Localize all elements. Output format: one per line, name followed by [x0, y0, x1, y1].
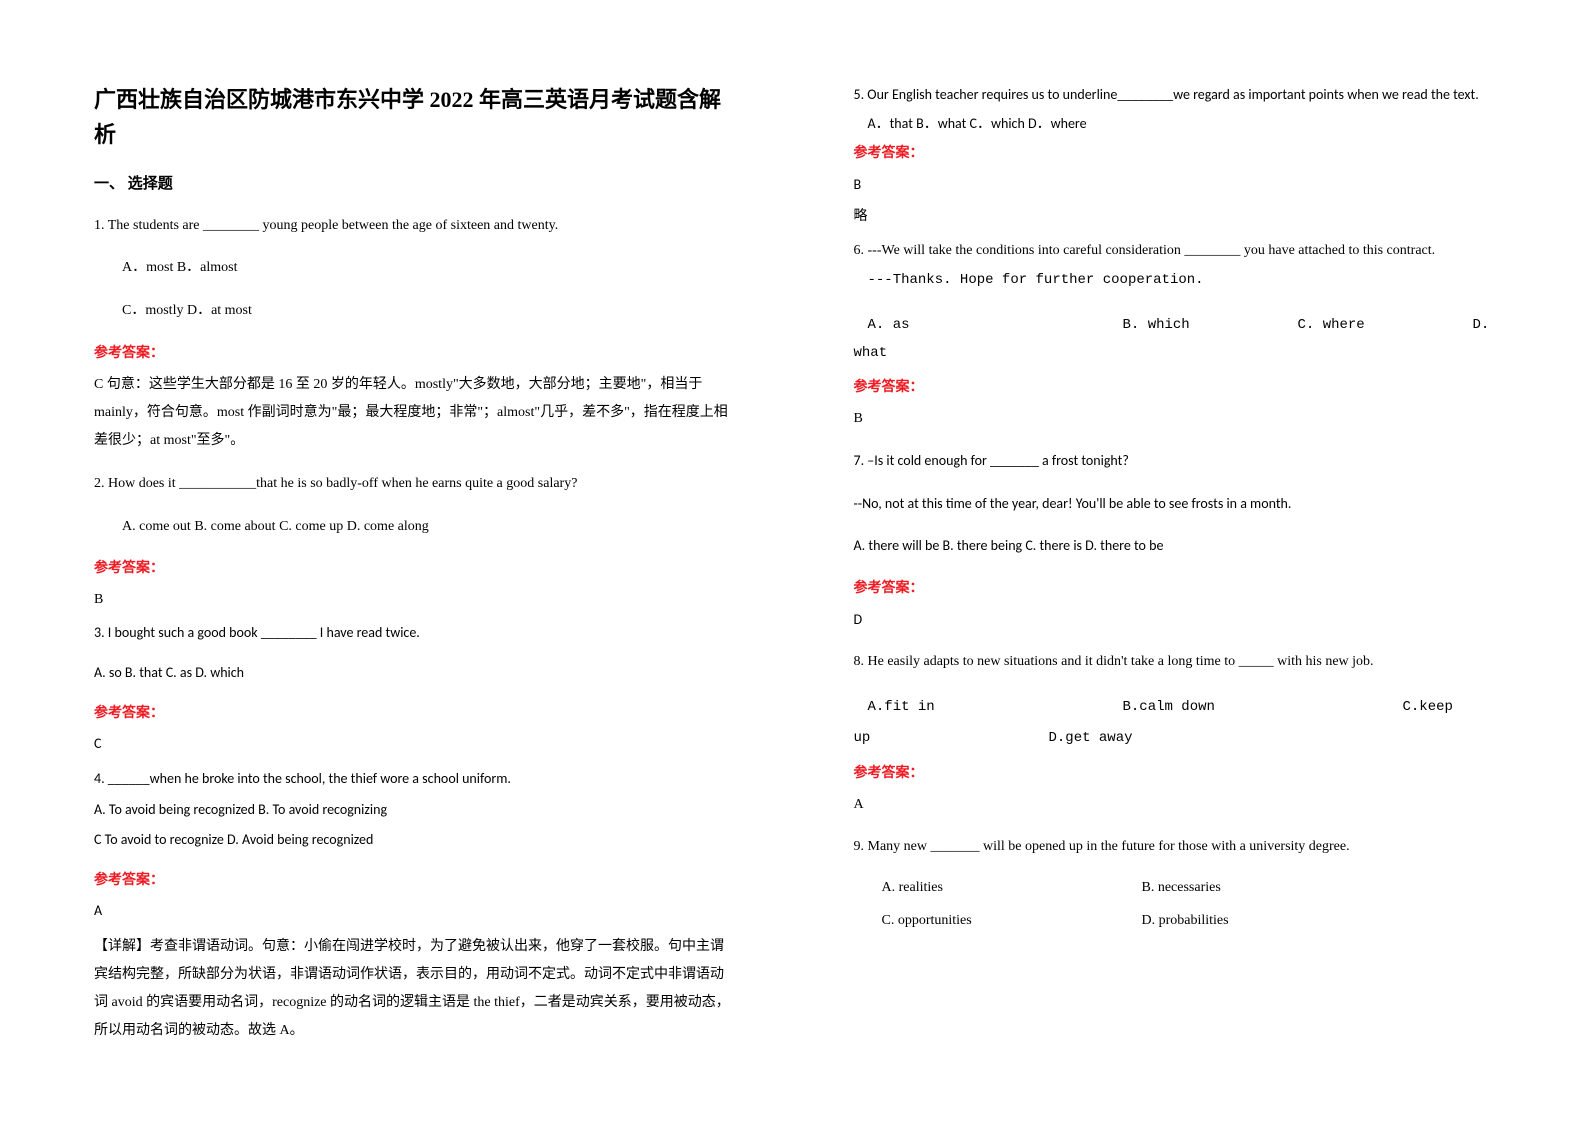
- q9-opt-c: C. opportunities: [882, 908, 1142, 935]
- q6-opt-d: D.: [1473, 310, 1490, 341]
- q9-opts-row2: C. opportunities D. probabilities: [854, 908, 1494, 935]
- q8-stem: 8. He easily adapts to new situations an…: [854, 649, 1494, 676]
- q6-stem: 6. ---We will take the conditions into c…: [854, 237, 1494, 265]
- q3-opts: A. so B. that C. as D. which: [94, 660, 734, 687]
- q1-opts-a: A．most B．almost: [94, 255, 734, 282]
- doc-title: 广西壮族自治区防城港市东兴中学 2022 年高三英语月考试题含解析: [94, 82, 734, 152]
- q1-answer: C 句意：这些学生大部分都是 16 至 20 岁的年轻人。mostly"大多数地…: [94, 371, 734, 455]
- q4-explanation: 【详解】考查非谓语动词。句意：小偷在闯进学校时，为了避免被认出来，他穿了一套校服…: [94, 933, 734, 1045]
- q7-stem: 7. –Is it cold enough for _______ a fros…: [854, 448, 1494, 475]
- q6-opt-a: A. as: [868, 310, 1123, 341]
- q6-answer: B: [854, 406, 1494, 433]
- q5-answer2: 略: [854, 204, 1494, 231]
- q8-opts-row2: up D.get away: [854, 723, 1494, 754]
- q3-answer-label: 参考答案：: [94, 701, 734, 728]
- q4-stem: 4. ______when he broke into the school, …: [94, 766, 734, 793]
- q8-opt-b: B.calm down: [1123, 692, 1403, 723]
- q7-answer: D: [854, 607, 1494, 634]
- q8-opts-row1: A.fit in B.calm down C.keep: [854, 692, 1494, 723]
- q8-answer: A: [854, 792, 1494, 819]
- q2-opts: A. come out B. come about C. come up D. …: [94, 514, 734, 541]
- q3-answer: C: [94, 731, 734, 758]
- q1-stem: 1. The students are ________ young peopl…: [94, 213, 734, 240]
- q5-answer: B: [854, 172, 1494, 199]
- q8-answer-label: 参考答案：: [854, 761, 1494, 788]
- q3-stem: 3. I bought such a good book ________ I …: [94, 620, 734, 647]
- q8-opt-a: A.fit in: [868, 692, 1123, 723]
- q1-answer-label: 参考答案：: [94, 341, 734, 368]
- q2-answer: B: [94, 587, 734, 614]
- right-column: 5. Our English teacher requires us to un…: [794, 82, 1587, 1051]
- q6-answer-label: 参考答案：: [854, 375, 1494, 402]
- page: 广西壮族自治区防城港市东兴中学 2022 年高三英语月考试题含解析 一、 选择题…: [0, 0, 1587, 1051]
- q8-opt-c2: up: [854, 723, 1049, 754]
- q5-answer-label: 参考答案：: [854, 141, 1494, 168]
- q6-opt-d2: what: [854, 340, 1494, 367]
- q6-opts-row: A. as B. which C. where D.: [854, 310, 1494, 341]
- q8-opt-c: C.keep: [1403, 692, 1453, 723]
- left-column: 广西壮族自治区防城港市东兴中学 2022 年高三英语月考试题含解析 一、 选择题…: [0, 82, 794, 1051]
- q6-opt-c: C. where: [1298, 310, 1473, 341]
- section-header: 一、 选择题: [94, 170, 734, 199]
- q9-opt-d: D. probabilities: [1142, 908, 1229, 935]
- q7-line2: --No, not at this time of the year, dear…: [854, 491, 1494, 518]
- q4-answer: A: [94, 898, 734, 925]
- q9-opt-a: A. realities: [882, 875, 1142, 902]
- q4-opts-b: C To avoid to recognize D. Avoid being r…: [94, 827, 734, 854]
- q5-stem: 5. Our English teacher requires us to un…: [854, 82, 1494, 109]
- q9-opt-b: B. necessaries: [1142, 875, 1221, 902]
- q7-answer-label: 参考答案：: [854, 576, 1494, 603]
- q2-answer-label: 参考答案：: [94, 556, 734, 583]
- q5-opts: A．that B．what C．which D．where: [854, 111, 1494, 138]
- q7-opts: A. there will be B. there being C. there…: [854, 533, 1494, 560]
- q9-stem: 9. Many new _______ will be opened up in…: [854, 834, 1494, 861]
- q6-opt-b: B. which: [1123, 310, 1298, 341]
- q8-opt-d: D.get away: [1049, 723, 1133, 754]
- q6-line2: ---Thanks. Hope for further cooperation.: [854, 267, 1494, 294]
- q9-opts-row1: A. realities B. necessaries: [854, 875, 1494, 902]
- q2-stem: 2. How does it ___________that he is so …: [94, 471, 734, 498]
- q1-opts-b: C．mostly D．at most: [94, 298, 734, 325]
- q4-opts-a: A. To avoid being recognized B. To avoid…: [94, 797, 734, 824]
- q4-answer-label: 参考答案：: [94, 868, 734, 895]
